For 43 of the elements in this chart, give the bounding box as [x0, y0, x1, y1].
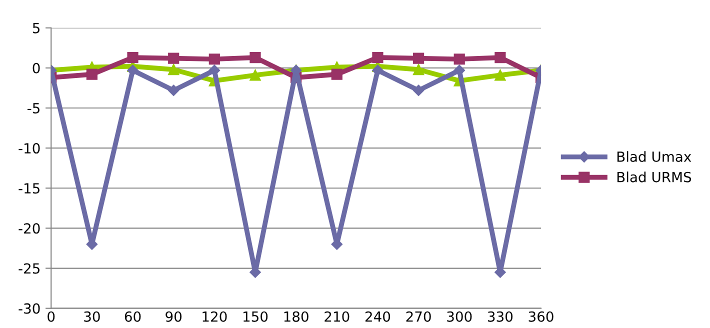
x-tick-label: 180	[284, 311, 308, 322]
point	[208, 54, 220, 65]
y-tick-label: -30	[18, 303, 40, 314]
legend-label: Blad Umax	[617, 151, 692, 162]
point	[168, 84, 180, 96]
y-tick-label: -25	[18, 263, 40, 274]
x-tick-label: 270	[406, 311, 431, 322]
x-tick-label: 210	[324, 311, 350, 322]
x-tick-label: 360	[528, 311, 554, 322]
y-tick-label: 0	[32, 62, 40, 74]
point	[454, 54, 465, 65]
point	[412, 84, 424, 96]
point	[168, 64, 180, 76]
x-tick-label: 150	[244, 311, 268, 322]
point	[168, 52, 180, 64]
y-tick-label: -15	[18, 183, 40, 194]
point	[412, 52, 424, 64]
y-tick-label: 5	[32, 23, 40, 34]
point	[250, 70, 261, 81]
x-tick-label: 90	[166, 311, 182, 322]
point	[331, 68, 342, 80]
point	[250, 52, 261, 64]
x-tick-label: 240	[365, 311, 390, 322]
y-tick-label: -5	[28, 103, 40, 114]
x-tick-label: 120	[202, 311, 227, 322]
legend-label: Blad URMS	[617, 172, 692, 182]
point	[494, 70, 506, 81]
x-tick-label: 300	[447, 311, 472, 322]
point	[372, 64, 384, 76]
y-tick-label: -20	[18, 223, 40, 234]
x-tick-label: 60	[124, 311, 141, 322]
point	[86, 68, 98, 80]
point	[127, 64, 138, 76]
y-tick-label: -10	[18, 143, 40, 154]
point	[372, 52, 384, 64]
point	[127, 52, 138, 64]
x-tick-label: 0	[48, 311, 55, 322]
point	[412, 64, 424, 76]
point	[454, 64, 465, 76]
point	[208, 64, 220, 76]
x-tick-label: 330	[488, 311, 513, 322]
point	[494, 52, 506, 64]
x-tick-label: 30	[84, 311, 100, 322]
